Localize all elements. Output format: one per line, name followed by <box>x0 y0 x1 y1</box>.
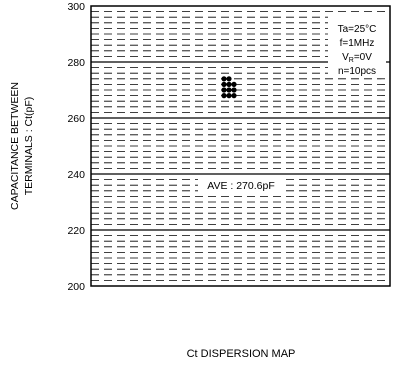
condition-sample-count: n=10pcs <box>338 66 376 77</box>
condition-voltage-rest: =0V <box>354 52 372 63</box>
y-tick-label: 200 <box>67 281 85 293</box>
condition-frequency: f=1MHz <box>340 38 375 49</box>
y-tick-label: 260 <box>67 113 85 125</box>
condition-voltage-sub: R <box>349 57 354 64</box>
data-point <box>226 76 232 82</box>
chart-title: Ct DISPERSION MAP <box>187 348 296 360</box>
conditions-box-bg <box>328 14 386 74</box>
data-point <box>221 87 227 93</box>
data-point <box>231 93 237 99</box>
y-axis-label-line1: CAPACITANCE BETWEEN <box>9 82 21 210</box>
condition-temperature: Ta=25°C <box>338 24 377 35</box>
condition-voltage-main: V <box>342 52 349 63</box>
data-point <box>221 81 227 87</box>
y-tick-label: 280 <box>67 57 85 69</box>
data-point <box>231 81 237 87</box>
data-point <box>231 87 237 93</box>
y-tick-label: 300 <box>67 1 85 13</box>
y-tick-label: 220 <box>67 225 85 237</box>
y-axis-label-line2: TERMINALS : Ct(pF) <box>23 97 35 196</box>
data-point <box>221 93 227 99</box>
average-label: AVE : 270.6pF <box>207 180 275 192</box>
data-point <box>226 93 232 99</box>
average-box: AVE : 270.6pF <box>198 176 284 194</box>
condition-voltage: VR=0V <box>342 52 372 64</box>
data-point <box>226 81 232 87</box>
y-tick-label: 240 <box>67 169 85 181</box>
plot-frame <box>90 5 391 287</box>
data-point <box>226 87 232 93</box>
points-layer <box>221 76 237 99</box>
average-box-bg <box>198 176 284 194</box>
tick-layer: 200 220 240 260 280 300 <box>67 1 85 293</box>
data-point <box>221 76 227 82</box>
conditions-box: Ta=25°C f=1MHz VR=0V n=10pcs <box>328 14 386 77</box>
